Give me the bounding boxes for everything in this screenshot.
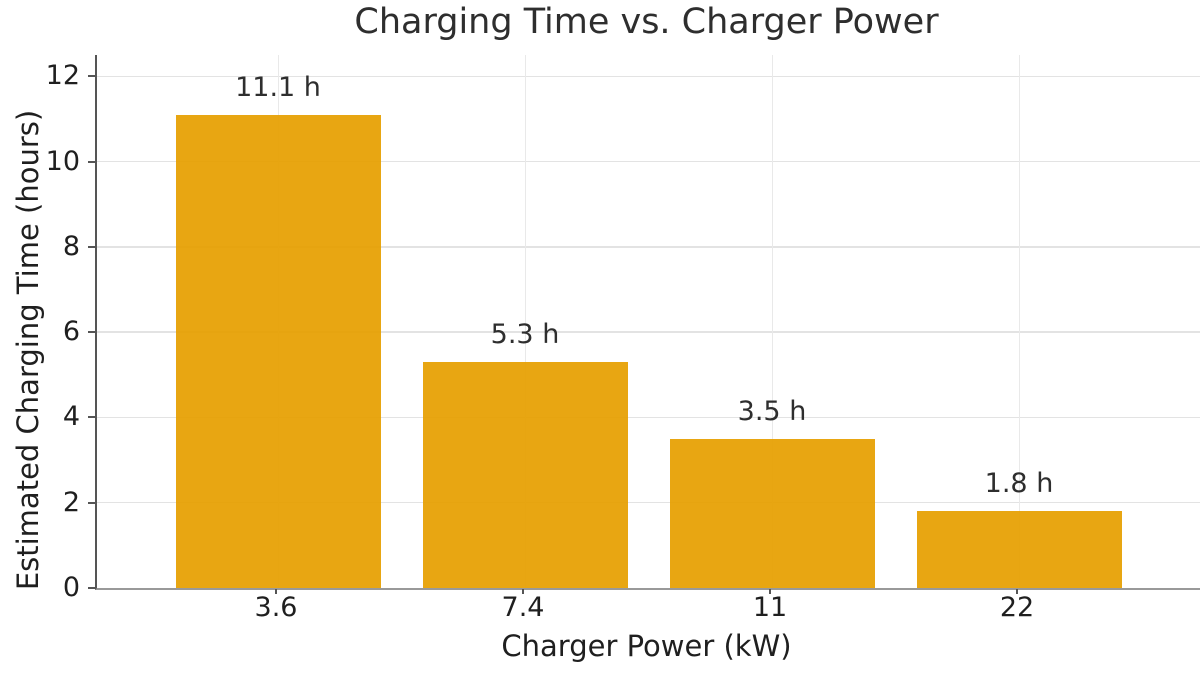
- v-gridline: [771, 55, 773, 588]
- y-tick-label: 12: [45, 60, 80, 92]
- h-gridline: [97, 246, 1200, 248]
- bar-value-label: 1.8 h: [984, 468, 1054, 500]
- bar-11kw: [669, 438, 875, 588]
- v-gridline: [1018, 55, 1020, 588]
- h-gridline: [97, 75, 1200, 78]
- y-tick-label: 10: [45, 145, 80, 177]
- y-tick-label: 4: [62, 401, 80, 433]
- x-tick-label: 3.6: [254, 592, 298, 623]
- h-gridline: [97, 501, 1200, 504]
- y-tick-mark: [88, 331, 95, 334]
- chart-title: Charging Time vs. Charger Power: [354, 2, 939, 42]
- x-tick-mark: [275, 589, 277, 594]
- y-tick-mark: [88, 245, 95, 248]
- bar-value-label: 3.5 h: [737, 395, 807, 427]
- x-tick-mark: [1016, 589, 1018, 594]
- y-tick-mark: [88, 587, 95, 589]
- h-gridline: [97, 416, 1200, 419]
- x-tick-mark: [522, 589, 524, 594]
- bar-value-label: 5.3 h: [490, 319, 560, 351]
- y-tick-label: 2: [62, 486, 80, 518]
- v-gridline: [524, 55, 526, 588]
- y-tick-label: 6: [62, 316, 80, 348]
- x-tick-mark: [769, 589, 771, 594]
- y-tick-mark: [88, 75, 95, 78]
- x-axis-label: Charger Power (kW): [501, 629, 792, 663]
- bar-22kw: [916, 511, 1122, 588]
- h-gridline: [97, 160, 1200, 163]
- h-gridline: [97, 331, 1200, 333]
- x-tick-label: 7.4: [501, 592, 545, 623]
- y-tick-label: 0: [62, 572, 80, 603]
- x-tick-label: 22: [999, 592, 1035, 623]
- bar-7.4kw: [422, 362, 628, 588]
- y-tick-mark: [88, 501, 95, 504]
- x-tick-label: 11: [752, 592, 788, 623]
- y-tick-mark: [88, 416, 95, 419]
- bar-value-label: 11.1 h: [235, 71, 321, 103]
- y-tick-mark: [88, 160, 95, 163]
- bar-3.6kw: [175, 114, 381, 588]
- y-tick-label: 8: [62, 230, 80, 262]
- plot-area: 11.1 h 5.3 h 3.5 h 1.8 h: [95, 55, 1200, 590]
